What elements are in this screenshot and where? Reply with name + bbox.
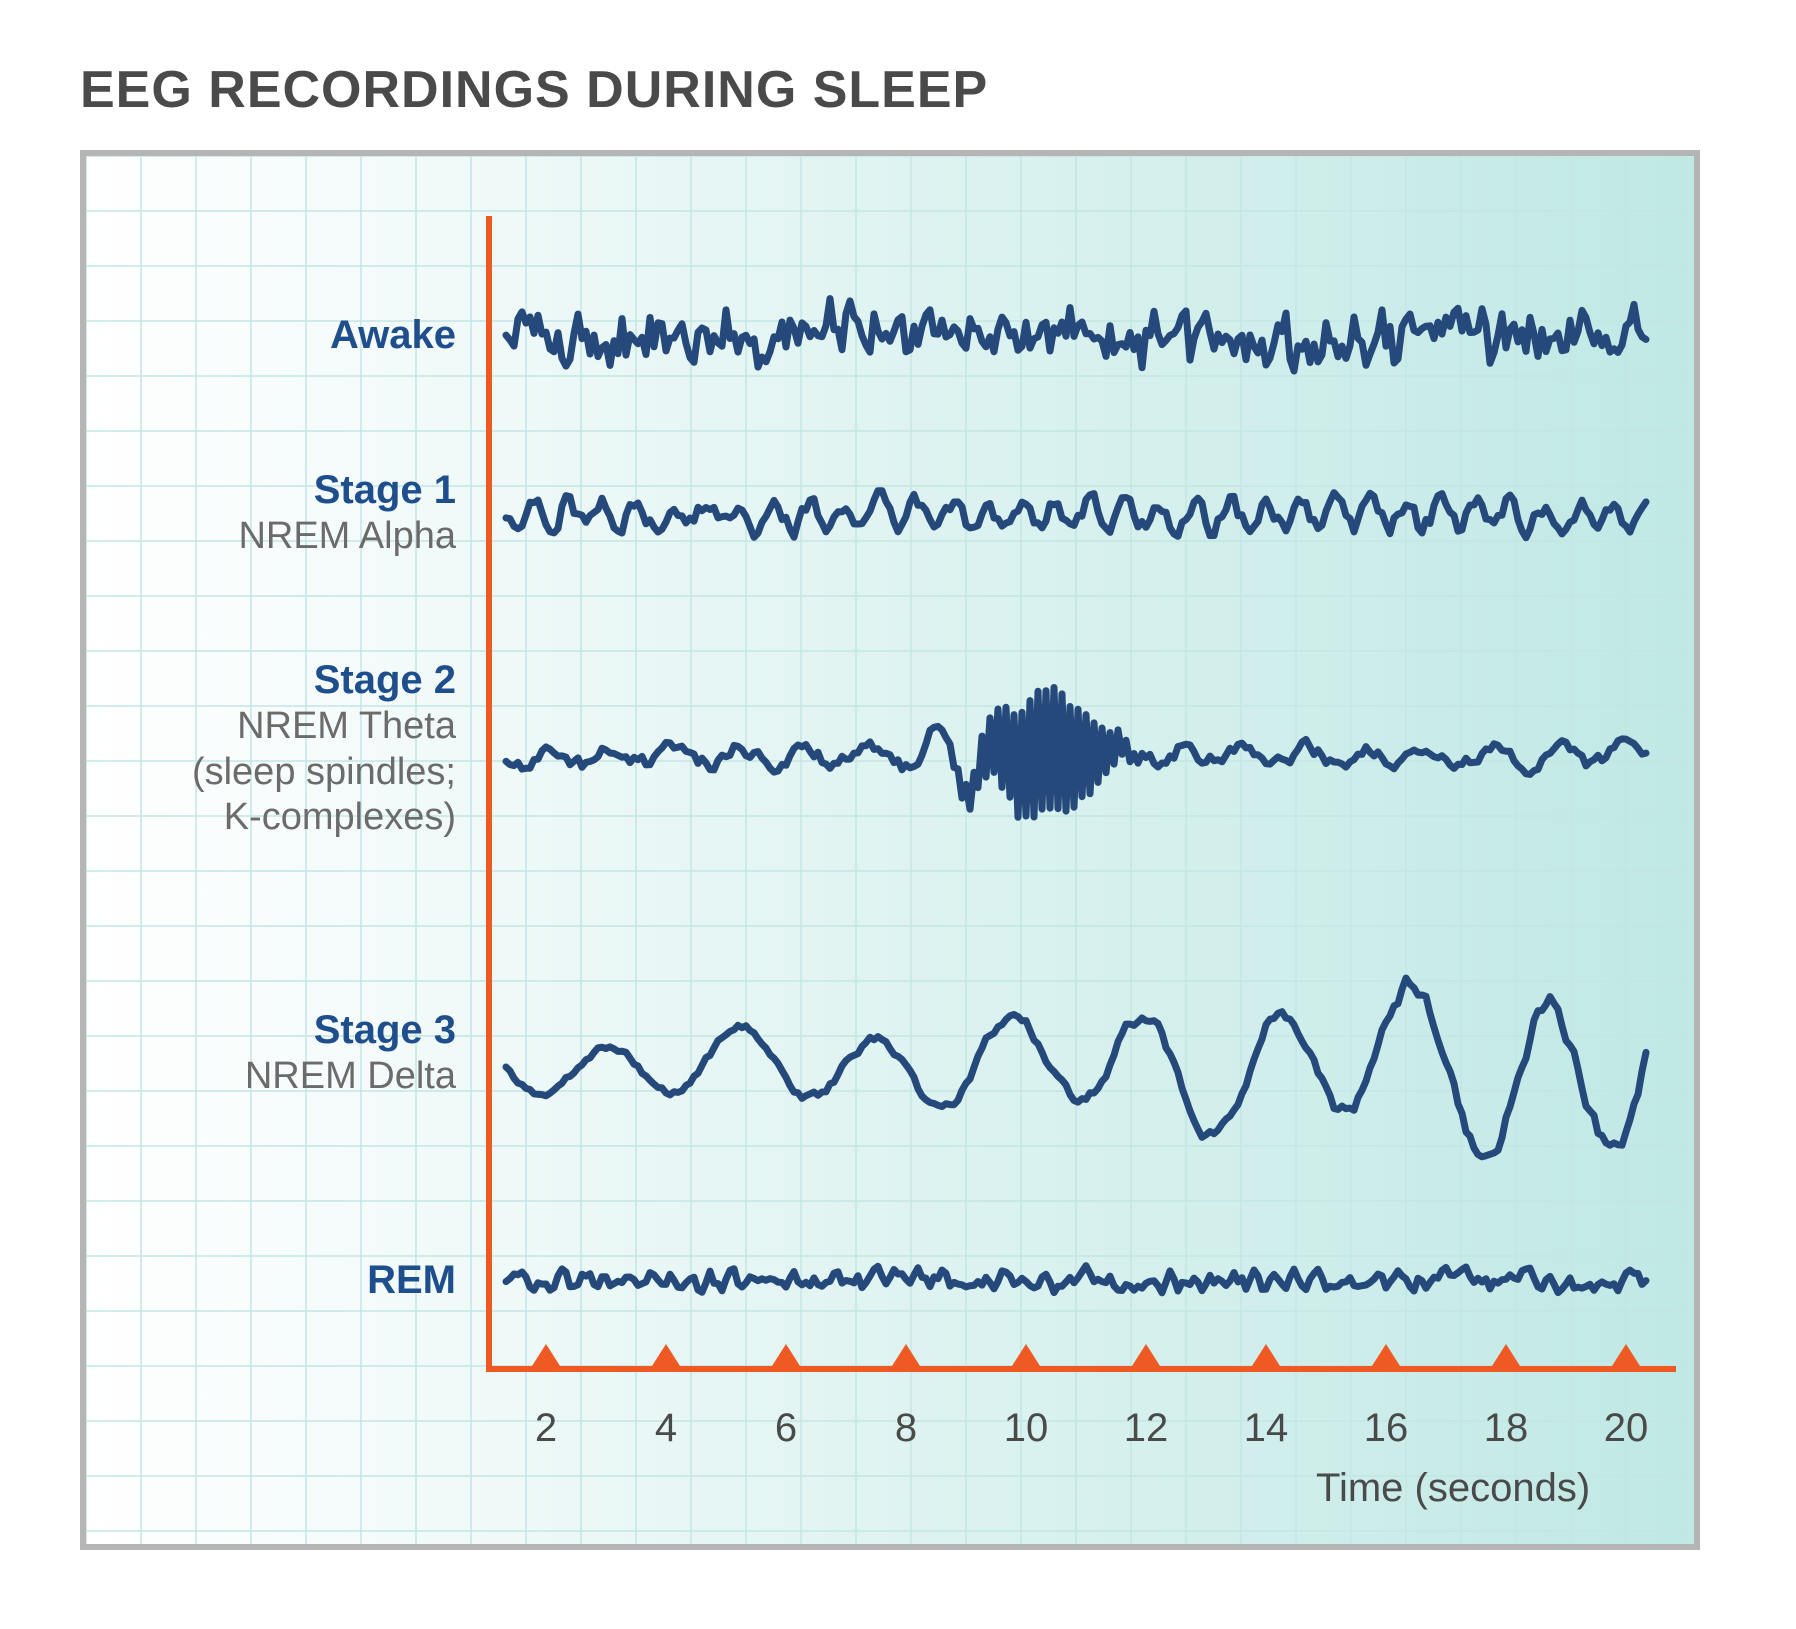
x-tick-marker xyxy=(652,1344,680,1366)
x-tick-label: 20 xyxy=(1596,1406,1656,1451)
eeg-wave xyxy=(86,156,1700,1550)
x-tick-marker xyxy=(1132,1344,1160,1366)
x-tick-label: 8 xyxy=(876,1406,936,1451)
x-tick-marker xyxy=(1612,1344,1640,1366)
x-tick-marker xyxy=(892,1344,920,1366)
plot-area: AwakeStage 1NREM AlphaStage 2NREM Theta(… xyxy=(86,156,1694,1544)
x-tick-marker xyxy=(1492,1344,1520,1366)
x-tick-marker xyxy=(772,1344,800,1366)
x-tick-marker xyxy=(532,1344,560,1366)
x-tick-label: 2 xyxy=(516,1406,576,1451)
x-tick-marker xyxy=(1012,1344,1040,1366)
x-tick-label: 4 xyxy=(636,1406,696,1451)
x-tick-marker xyxy=(1252,1344,1280,1366)
x-tick-label: 18 xyxy=(1476,1406,1536,1451)
chart-title: EEG RECORDINGS DURING SLEEP xyxy=(80,60,1716,120)
x-tick-label: 14 xyxy=(1236,1406,1296,1451)
x-axis-title: Time (seconds) xyxy=(1316,1466,1590,1511)
x-tick-label: 6 xyxy=(756,1406,816,1451)
chart-frame: AwakeStage 1NREM AlphaStage 2NREM Theta(… xyxy=(80,150,1700,1550)
x-tick-label: 16 xyxy=(1356,1406,1416,1451)
x-tick-label: 10 xyxy=(996,1406,1056,1451)
x-tick-marker xyxy=(1372,1344,1400,1366)
x-tick-label: 12 xyxy=(1116,1406,1176,1451)
